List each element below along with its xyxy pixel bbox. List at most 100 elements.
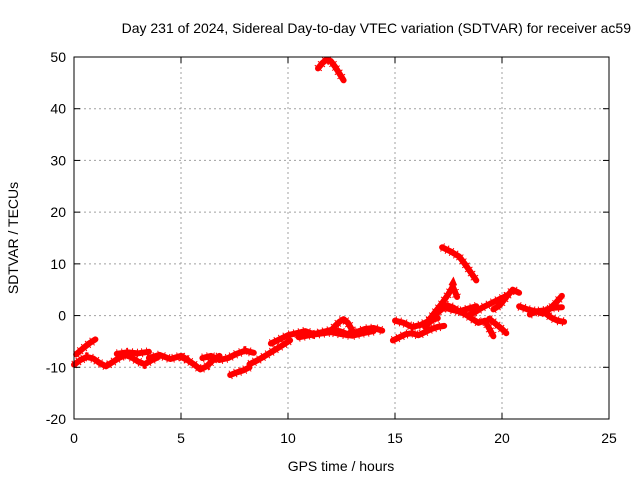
data-point bbox=[555, 318, 561, 324]
data-point bbox=[469, 271, 475, 277]
data-point bbox=[197, 366, 203, 372]
data-point bbox=[73, 351, 79, 357]
data-point bbox=[503, 294, 509, 300]
data-point bbox=[157, 352, 163, 358]
data-point bbox=[341, 77, 347, 83]
y-tick-label: 50 bbox=[50, 49, 66, 65]
data-point bbox=[287, 337, 293, 343]
data-point bbox=[469, 316, 475, 322]
data-point bbox=[561, 319, 567, 325]
data-point bbox=[454, 294, 460, 300]
data-point bbox=[234, 351, 240, 357]
data-point bbox=[456, 308, 462, 314]
data-point bbox=[446, 291, 451, 297]
data-point bbox=[486, 301, 492, 307]
data-point bbox=[533, 308, 539, 314]
data-point bbox=[167, 356, 173, 362]
y-tick-label: 20 bbox=[50, 204, 66, 220]
y-tick-label: -10 bbox=[46, 359, 66, 375]
data-point bbox=[90, 355, 96, 361]
data-point bbox=[328, 328, 334, 334]
x-axis-label: GPS time / hours bbox=[288, 458, 395, 474]
data-point bbox=[296, 334, 302, 340]
data-point bbox=[324, 57, 330, 63]
data-point bbox=[92, 336, 98, 342]
data-point bbox=[392, 318, 398, 324]
data-point bbox=[371, 328, 377, 334]
series-track-track-25 bbox=[541, 310, 568, 325]
data-point bbox=[135, 359, 141, 365]
data-point bbox=[242, 348, 248, 354]
data-point bbox=[191, 361, 197, 367]
data-point bbox=[390, 337, 396, 343]
series-track-track-21 bbox=[486, 315, 510, 337]
data-point bbox=[516, 290, 522, 296]
data-point bbox=[336, 319, 342, 325]
data-point bbox=[204, 363, 210, 369]
series-markers-track-3 bbox=[116, 347, 150, 359]
y-tick-label: -20 bbox=[46, 411, 66, 427]
data-point bbox=[332, 323, 338, 329]
data-point bbox=[341, 316, 347, 322]
data-point bbox=[225, 355, 231, 361]
data-point bbox=[97, 360, 103, 366]
data-point bbox=[559, 304, 565, 310]
data-point bbox=[422, 324, 428, 330]
data-point bbox=[227, 372, 233, 378]
y-tick-label: 10 bbox=[50, 256, 66, 272]
series-markers-track-7 bbox=[228, 363, 252, 380]
data-point bbox=[268, 340, 274, 346]
data-point bbox=[435, 324, 441, 330]
x-tick-label: 15 bbox=[387, 430, 403, 446]
data-point bbox=[114, 351, 120, 357]
data-point bbox=[264, 352, 270, 358]
data-point bbox=[294, 330, 300, 336]
data-point bbox=[443, 302, 449, 308]
data-point bbox=[546, 306, 552, 312]
data-point bbox=[441, 323, 447, 329]
data-point bbox=[490, 306, 496, 312]
data-point bbox=[486, 316, 492, 322]
data-point bbox=[497, 302, 503, 308]
data-point bbox=[480, 304, 486, 310]
data-point bbox=[450, 304, 456, 310]
data-point bbox=[486, 326, 492, 331]
data-point bbox=[475, 320, 481, 326]
data-point bbox=[433, 308, 439, 314]
data-point bbox=[77, 357, 83, 363]
data-point bbox=[315, 65, 321, 71]
data-point bbox=[426, 317, 432, 323]
data-point bbox=[240, 367, 246, 373]
data-point bbox=[450, 284, 456, 290]
data-point bbox=[542, 310, 548, 316]
data-point bbox=[349, 327, 355, 333]
data-point bbox=[285, 332, 291, 338]
data-point bbox=[473, 277, 479, 283]
data-point bbox=[493, 298, 499, 304]
grid bbox=[74, 57, 609, 419]
data-point bbox=[302, 328, 308, 334]
data-point bbox=[184, 357, 190, 363]
data-point bbox=[208, 353, 214, 359]
data-point bbox=[396, 334, 402, 340]
data-point bbox=[142, 361, 148, 367]
data-point bbox=[559, 293, 565, 299]
data-point bbox=[401, 320, 407, 326]
data-point bbox=[80, 346, 86, 352]
chart-title: Day 231 of 2024, Sidereal Day-to-day VTE… bbox=[122, 20, 632, 36]
x-tick-label: 10 bbox=[280, 430, 296, 446]
data-point bbox=[129, 354, 135, 360]
data-point bbox=[336, 71, 342, 77]
y-axis-label: SDTVAR / TECUs bbox=[5, 182, 21, 294]
data-point bbox=[409, 324, 415, 330]
data-point bbox=[527, 312, 533, 318]
data-point bbox=[499, 326, 505, 332]
series-markers-track-2 bbox=[73, 335, 98, 358]
data-point bbox=[490, 333, 496, 339]
data-point bbox=[510, 287, 516, 293]
data-point bbox=[317, 331, 323, 337]
axis-ticks: 0 5 10 15 20 25 -20 -10 0 10 20 30 40 50 bbox=[46, 49, 617, 446]
y-tick-label: 0 bbox=[58, 308, 66, 324]
data-point bbox=[319, 60, 325, 66]
